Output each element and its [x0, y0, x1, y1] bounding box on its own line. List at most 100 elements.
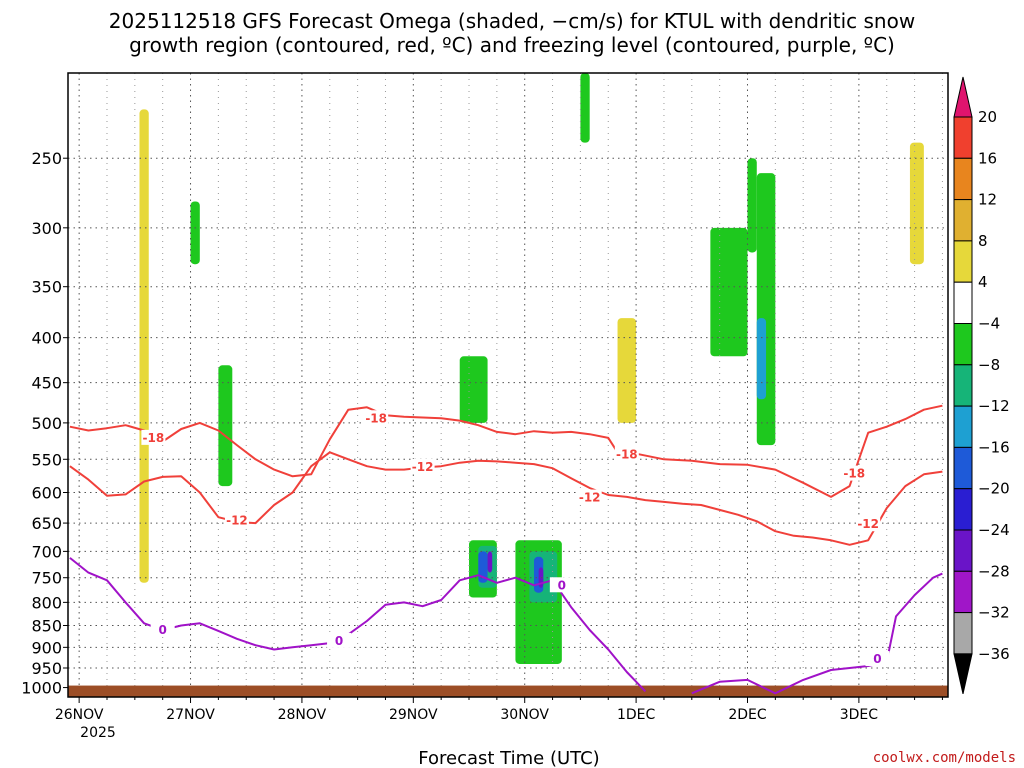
plot-background: [68, 73, 948, 697]
colorbar-band-13: [953, 612, 973, 655]
x-year-label: 2025: [80, 725, 116, 741]
contour-label-bg-1-0: [614, 446, 639, 462]
contour-line-1: [617, 404, 943, 498]
contour-label-2-1: -12: [412, 460, 434, 474]
contour-label-2-3: -12: [857, 517, 879, 531]
contour-label-2-2: -12: [579, 491, 601, 505]
colorbar-band-4: [953, 240, 973, 283]
y-tick-label-13: 900: [31, 638, 62, 657]
colorbar-band-3: [953, 199, 973, 242]
plot-area: [68, 73, 948, 697]
ground-surface: [68, 685, 948, 697]
contour-label-0-1: -18: [365, 411, 387, 425]
omega-region-3: [301, 382, 340, 598]
colorbar-tick-1: 16: [978, 149, 997, 167]
colorbar-tick-12: −32: [978, 604, 1010, 622]
omega-region-17: [580, 73, 590, 143]
x-tick-label-3: 29NOV: [389, 707, 438, 723]
y-tick-label-10: 750: [31, 569, 62, 588]
colorbar-band-10: [953, 488, 973, 531]
contour-label-4-0: 0: [873, 652, 881, 666]
x-tick-label-4: 30NOV: [500, 707, 549, 723]
x-tick-label-5: 1DEC: [617, 707, 656, 723]
omega-region-26: [487, 551, 493, 573]
contour-label-bg-2-0: [224, 512, 249, 528]
colorbar-band-9: [953, 446, 973, 490]
title-line-2: growth region (contoured, red, ºC) and f…: [129, 33, 895, 57]
credit-label: coolwx.com/models: [873, 750, 1016, 766]
plot-frame: [67, 72, 949, 698]
colorbar-top-arrow: [953, 76, 973, 118]
y-tick-label-2: 350: [31, 278, 62, 297]
colorbar-tick-4: 4: [978, 273, 988, 291]
colorbar-tick-11: −28: [978, 562, 1010, 580]
colorbar-tick-7: −12: [978, 397, 1010, 415]
x-tick-label-2: 28NOV: [278, 707, 327, 723]
temperature-contours: -18 -18 -18 -18 -12 -12 -12 -12 0 0 0 0: [69, 404, 943, 695]
contour-label-1-0: -18: [616, 447, 638, 461]
contour-label-2-0: -12: [226, 514, 248, 528]
colorbar-tick-6: −8: [978, 356, 1000, 374]
contour-label-bg-3-2: [549, 577, 574, 593]
colorbar: 20 16 12 8 4 −4 −8 −12 −16 −20 −24 −28 −32 −36: [953, 76, 1010, 695]
colorbar-band-2: [953, 157, 973, 201]
contour-label-3-1: 0: [335, 634, 343, 648]
colorbar-tick-3: 8: [978, 232, 988, 250]
ground-band: [68, 685, 948, 697]
contour-line-2: [69, 451, 943, 546]
colorbar-tick-8: −16: [978, 438, 1010, 456]
y-tick-label-1: 300: [31, 219, 62, 238]
contour-label-bg-1-1: [842, 465, 867, 481]
colorbar-band-5: [953, 281, 973, 325]
contour-label-bg-2-1: [410, 458, 435, 474]
x-tick-label-1: 27NOV: [166, 707, 215, 723]
colorbar-tick-9: −20: [978, 480, 1010, 498]
y-tick-label-3: 400: [31, 329, 62, 348]
y-tick-label-4: 450: [31, 374, 62, 393]
y-tick-label-15: 1000: [21, 679, 62, 698]
colorbar-band-1: [953, 116, 973, 159]
chart-title: 2025112518 GFS Forecast Omega (shaded, −…: [109, 9, 915, 57]
y-axis-pressure: 250 300 350 400 450 500 550 600 650 700 750 800 850 9…: [21, 149, 68, 698]
contour-label-3-0: 0: [159, 623, 167, 637]
colorbar-band-12: [953, 570, 973, 614]
gridlines: [68, 73, 948, 697]
contour-label-bg-4-0: [865, 651, 890, 667]
colorbar-tick-10: −24: [978, 521, 1010, 539]
y-tick-label-0: 250: [31, 149, 62, 168]
omega-region-13: [218, 365, 233, 487]
contour-label-bg-0-1: [364, 410, 389, 426]
omega-region-12: [190, 201, 200, 265]
contour-label-3-2: 0: [558, 578, 566, 592]
contour-label-bg-2-3: [856, 516, 881, 532]
colorbar-bottom-arrow: [953, 653, 973, 695]
contour-label-bg-2-2: [577, 489, 602, 505]
colorbar-band-7: [953, 364, 973, 407]
omega-region-24: [478, 551, 488, 583]
y-tick-label-5: 500: [31, 414, 62, 433]
colorbar-tick-0: 20: [978, 108, 997, 126]
y-tick-label-6: 550: [31, 450, 62, 469]
contour-label-1-1: -18: [843, 467, 865, 481]
omega-region-19: [747, 158, 757, 253]
omega-region-23: [756, 318, 767, 400]
colorbar-band-6: [953, 323, 973, 366]
omega-region-5: [561, 109, 590, 552]
x-tick-label-7: 3DEC: [840, 707, 879, 723]
colorbar-band-11: [953, 529, 973, 572]
colorbar-tick-2: 12: [978, 191, 997, 209]
omega-region-9: [139, 109, 149, 583]
y-tick-label-9: 700: [31, 542, 62, 561]
y-tick-label-11: 800: [31, 593, 62, 612]
omega-shading: [125, 73, 934, 664]
omega-region-10: [617, 318, 637, 423]
omega-region-7: [812, 91, 859, 438]
omega-region-2: [246, 73, 275, 438]
contour-label-bg-3-1: [327, 632, 352, 648]
y-tick-label-14: 950: [31, 659, 62, 678]
colorbar-band-8: [953, 405, 973, 448]
plot-border: [67, 72, 949, 698]
colorbar-tick-5: −4: [978, 315, 1000, 333]
contour-label-bg-3-0: [150, 621, 175, 637]
